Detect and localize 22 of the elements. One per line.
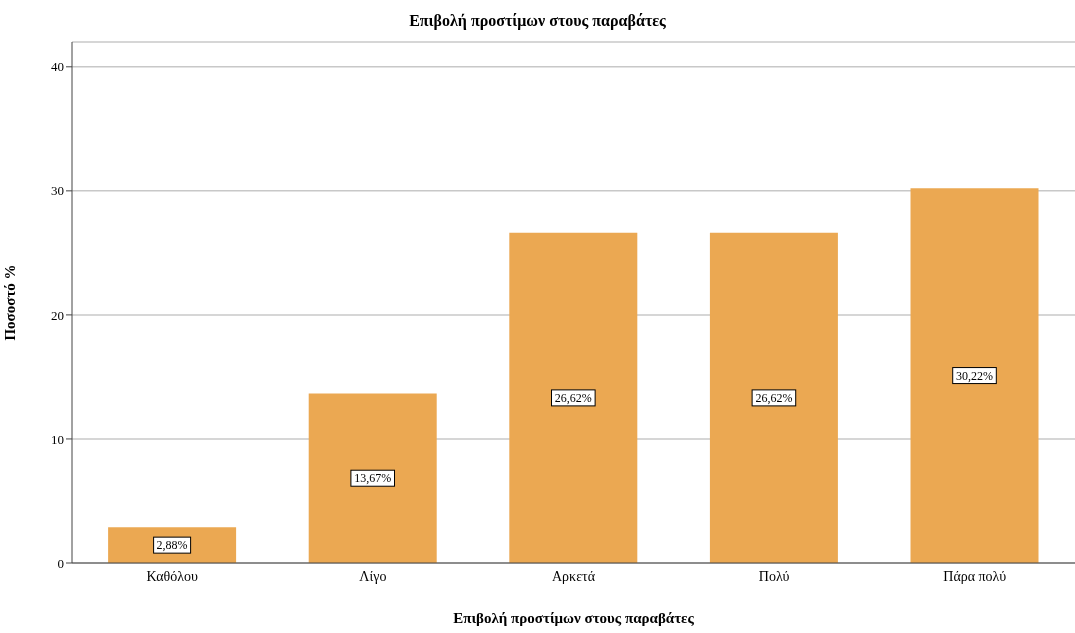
x-tick-label: Καθόλου xyxy=(146,568,199,584)
x-tick-label: Πάρα πολύ xyxy=(943,568,1007,584)
bar xyxy=(509,232,638,563)
y-tick-label: 20 xyxy=(51,307,64,323)
y-axis-title: Ποσοστό % xyxy=(2,264,19,341)
bar xyxy=(709,232,838,563)
y-tick-label: 0 xyxy=(57,555,64,571)
chart-title: Επιβολή προστίμων στους παραβάτες xyxy=(408,12,667,30)
data-label: 26,62% xyxy=(755,390,793,405)
data-label: 30,22% xyxy=(956,368,994,383)
data-label: 2,88% xyxy=(156,538,188,553)
data-label: 13,67% xyxy=(354,471,392,486)
y-tick-label: 40 xyxy=(51,59,64,75)
bar xyxy=(910,188,1039,563)
x-axis-title: Επιβολή προστίμων στους παραβάτες xyxy=(453,610,695,626)
data-label: 26,62% xyxy=(554,390,592,405)
x-tick-label: Πολύ xyxy=(758,568,790,584)
bar xyxy=(308,393,437,563)
x-tick-label: Λίγο xyxy=(359,568,387,584)
y-tick-label: 10 xyxy=(51,431,64,447)
x-tick-label: Αρκετά xyxy=(552,568,596,584)
y-tick-label: 30 xyxy=(51,183,64,199)
